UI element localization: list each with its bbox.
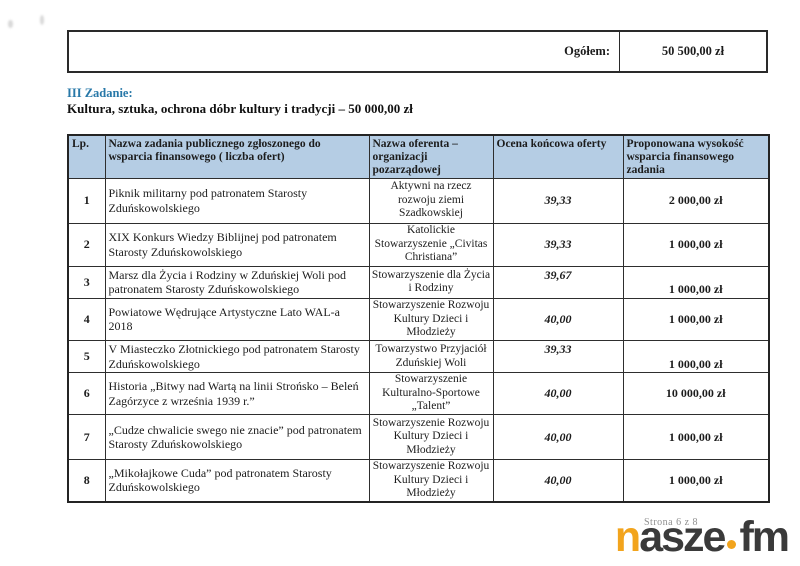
row-offerer: Aktywni na rzecz rozwoju ziemi Szadkowsk… <box>368 177 494 224</box>
row-offerer: Katolickie Stowarzyszenie „Civitas Chris… <box>368 222 494 267</box>
row-task: Marsz dla Życia i Rodziny w Zduńskiej Wo… <box>104 265 370 299</box>
header-offerer: Nazwa oferenta – organizacji pozarządowe… <box>368 134 494 179</box>
row-task: Powiatowe Wędrujące Artystyczne Lato WAL… <box>104 297 370 341</box>
nasze-fm-logo: nasze fm <box>614 513 790 561</box>
header-score: Ocena końcowa oferty <box>492 134 624 179</box>
logo-text-asze: asze <box>639 513 726 561</box>
row-offerer: Towarzystwo Przyjaciół Zduńskiej Woli <box>368 339 494 374</box>
row-amount: 1 000,00 zł <box>622 265 770 299</box>
table-row: 3 Marsz dla Życia i Rodziny w Zduńskiej … <box>67 265 770 299</box>
logo-text-n: n <box>614 513 641 561</box>
row-task: Piknik militarny pod patronatem Starosty… <box>104 177 370 224</box>
row-score: 39,33 <box>492 222 624 267</box>
scan-artifact <box>8 20 13 28</box>
table-row: 4 Powiatowe Wędrujące Artystyczne Lato W… <box>67 297 770 341</box>
row-amount: 1 000,00 zł <box>622 414 770 461</box>
total-summary-box: Ogółem: 50 500,00 zł <box>67 30 768 73</box>
row-amount: 1 000,00 zł <box>622 222 770 267</box>
row-lp: 2 <box>67 222 106 267</box>
row-amount: 2 000,00 zł <box>622 177 770 224</box>
row-task: „Mikołajkowe Cuda” pod patronatem Staros… <box>104 459 370 503</box>
table-row: 8 „Mikołajkowe Cuda” pod patronatem Star… <box>67 459 770 503</box>
page-number: Strona 6 z 8 <box>644 517 699 528</box>
row-score: 39,33 <box>492 339 624 374</box>
table-row: 6 Historia „Bitwy nad Wartą na linii Str… <box>67 372 770 416</box>
logo-text-fm: fm <box>739 513 790 561</box>
row-score: 39,67 <box>492 265 624 299</box>
row-score: 40,00 <box>492 297 624 341</box>
table-header-row: Lp. Nazwa zadania publicznego zgłoszoneg… <box>67 134 770 179</box>
row-task: Historia „Bitwy nad Wartą na linii Stroń… <box>104 372 370 416</box>
row-lp: 7 <box>67 414 106 461</box>
row-lp: 5 <box>67 339 106 374</box>
table-row: 5 V Miasteczko Złotnickiego pod patronat… <box>67 339 770 374</box>
row-lp: 3 <box>67 265 106 299</box>
row-task: XIX Konkurs Wiedzy Biblijnej pod patrona… <box>104 222 370 267</box>
row-amount: 1 000,00 zł <box>622 459 770 503</box>
grants-table: Lp. Nazwa zadania publicznego zgłoszoneg… <box>67 134 770 503</box>
total-label: Ogółem: <box>69 32 620 71</box>
scan-artifact <box>40 15 44 25</box>
table-row: 2 XIX Konkurs Wiedzy Biblijnej pod patro… <box>67 222 770 267</box>
row-amount: 1 000,00 zł <box>622 339 770 374</box>
row-task: V Miasteczko Złotnickiego pod patronatem… <box>104 339 370 374</box>
logo-dot-icon <box>727 540 737 549</box>
row-lp: 6 <box>67 372 106 416</box>
header-lp: Lp. <box>67 134 106 179</box>
table-row: 7 „Cudze chwalicie swego nie znacie” pod… <box>67 414 770 461</box>
row-offerer: Stowarzyszenie dla Życia i Rodziny <box>368 265 494 299</box>
row-amount: 1 000,00 zł <box>622 297 770 341</box>
row-lp: 4 <box>67 297 106 341</box>
row-score: 40,00 <box>492 414 624 461</box>
row-offerer: Stowarzyszenie Rozwoju Kultury Dzieci i … <box>368 297 494 341</box>
row-offerer: Stowarzyszenie Rozwoju Kultury Dzieci i … <box>368 414 494 461</box>
row-amount: 10 000,00 zł <box>622 372 770 416</box>
row-score: 40,00 <box>492 372 624 416</box>
table-row: 1 Piknik militarny pod patronatem Staros… <box>67 177 770 224</box>
row-score: 40,00 <box>492 459 624 503</box>
row-task: „Cudze chwalicie swego nie znacie” pod p… <box>104 414 370 461</box>
total-value: 50 500,00 zł <box>661 44 725 58</box>
header-amount: Proponowana wysokość wsparcia finansoweg… <box>622 134 770 179</box>
section-heading: III Zadanie: <box>67 86 133 100</box>
row-offerer: Stowarzyszenie Kulturalno-Sportowe „Tale… <box>368 372 494 416</box>
section-subtitle: Kultura, sztuka, ochrona dóbr kultury i … <box>67 101 413 116</box>
row-score: 39,33 <box>492 177 624 224</box>
header-task: Nazwa zadania publicznego zgłoszonego do… <box>104 134 370 179</box>
row-offerer: Stowarzyszenie Rozwoju Kultury Dzieci i … <box>368 459 494 503</box>
row-lp: 1 <box>67 177 106 224</box>
row-lp: 8 <box>67 459 106 503</box>
